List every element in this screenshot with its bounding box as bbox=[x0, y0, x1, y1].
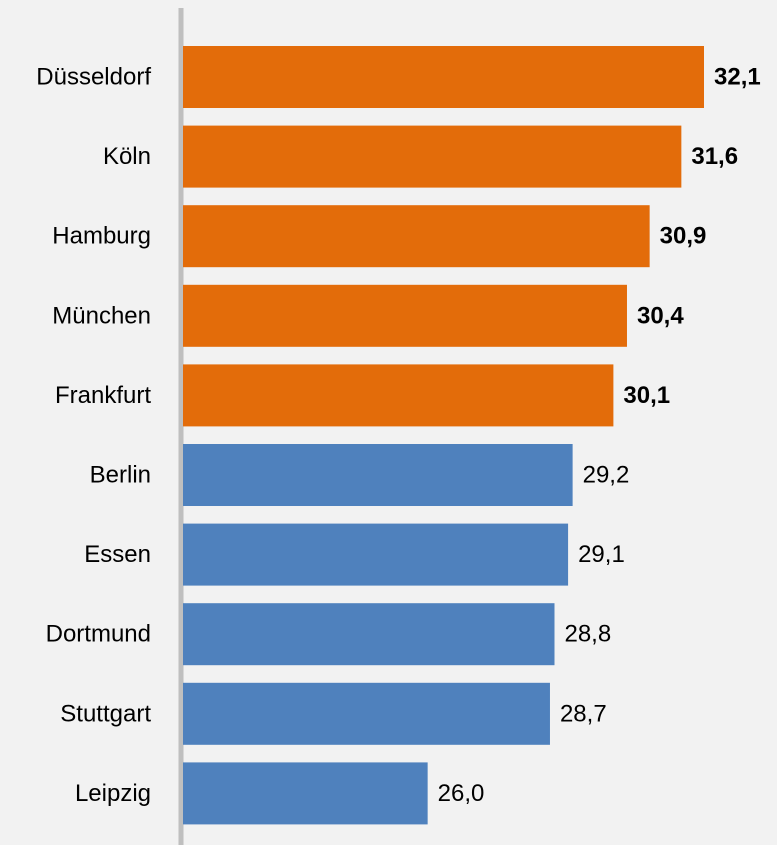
value-label-hamburg: 30,9 bbox=[660, 223, 707, 250]
bar-duesseldorf bbox=[183, 46, 704, 108]
category-label-berlin: Berlin bbox=[90, 462, 151, 489]
bar-muenchen bbox=[183, 284, 627, 347]
category-label-duesseldorf: Düsseldorf bbox=[36, 64, 151, 91]
bar-hamburg bbox=[183, 205, 650, 268]
bar-leipzig bbox=[183, 762, 428, 825]
category-label-frankfurt: Frankfurt bbox=[55, 382, 151, 409]
category-label-leipzig: Leipzig bbox=[75, 780, 151, 807]
value-label-berlin: 29,2 bbox=[583, 462, 630, 489]
value-label-stuttgart: 28,7 bbox=[560, 700, 607, 727]
bar-koeln bbox=[183, 125, 682, 188]
category-label-dortmund: Dortmund bbox=[46, 621, 151, 648]
value-label-frankfurt: 30,1 bbox=[623, 382, 670, 409]
bar-essen bbox=[183, 523, 569, 586]
bar-berlin bbox=[183, 444, 573, 506]
value-label-koeln: 31,6 bbox=[691, 143, 738, 170]
category-label-koeln: Köln bbox=[103, 143, 151, 170]
category-label-hamburg: Hamburg bbox=[52, 223, 151, 250]
category-labels-group: Düsseldorf Köln Hamburg München Frankfurt Ber… bbox=[36, 64, 151, 807]
bar-stuttgart bbox=[183, 682, 550, 745]
bar-frankfurt bbox=[183, 364, 614, 427]
category-label-muenchen: München bbox=[52, 302, 151, 329]
value-labels-group: 32,1 31,6 30,9 30,4 30,1 29,2 29,1 28,8 28,7 26,0 bbox=[438, 64, 761, 807]
value-label-dortmund: 28,8 bbox=[564, 621, 611, 648]
category-label-essen: Essen bbox=[84, 541, 151, 568]
value-label-essen: 29,1 bbox=[578, 541, 625, 568]
bar-dortmund bbox=[183, 603, 555, 666]
category-label-stuttgart: Stuttgart bbox=[60, 700, 151, 727]
value-label-muenchen: 30,4 bbox=[637, 302, 684, 329]
bars-group bbox=[183, 46, 704, 825]
value-label-duesseldorf: 32,1 bbox=[714, 64, 761, 91]
value-label-leipzig: 26,0 bbox=[438, 780, 485, 807]
